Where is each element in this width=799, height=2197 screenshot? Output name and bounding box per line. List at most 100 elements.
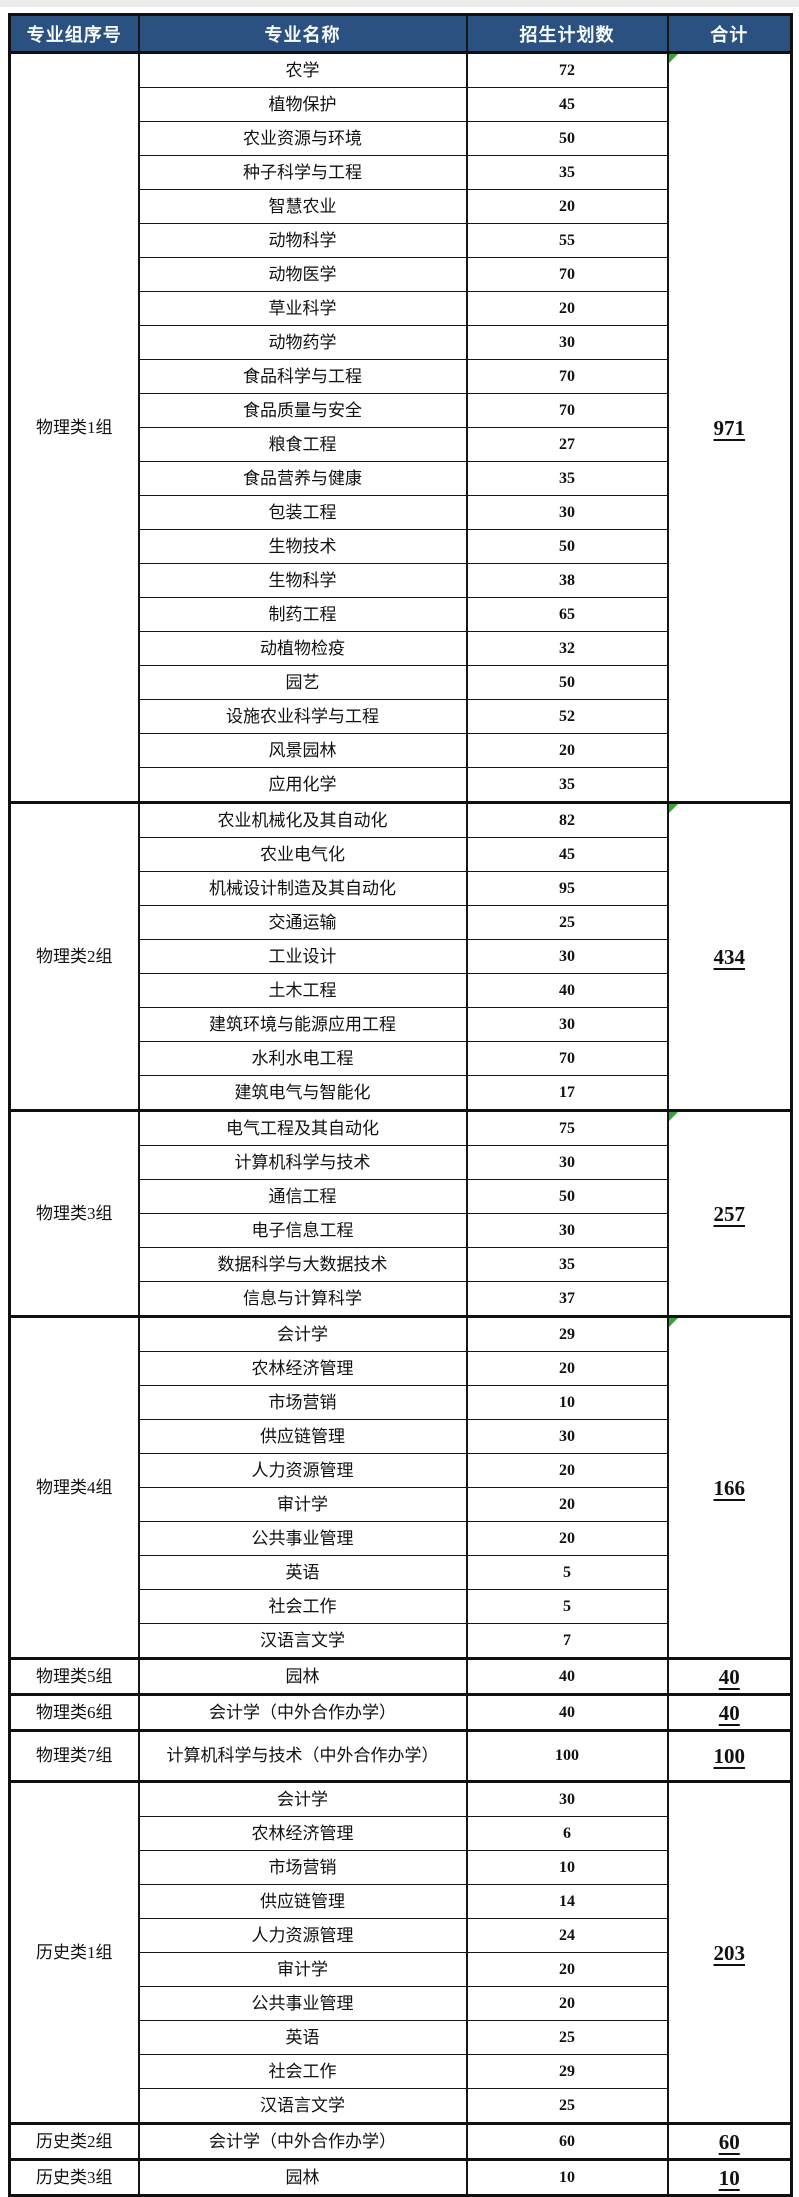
major-name-cell: 动物科学 [137, 223, 468, 258]
major-name-cell: 公共事业管理 [137, 1521, 468, 1556]
table-row: 物理类4组 会计学 29 166 [8, 1315, 793, 1659]
major-name-cell: 数据科学与大数据技术 [137, 1247, 468, 1282]
enrollment-plan-table: 专业组序号 专业名称 招生计划数 合计 物理类1组 农学 72 971 植物保护 45 农业… [8, 13, 793, 2197]
table-row: 公共事业管理 20 [10, 1986, 792, 2021]
total-value: 971 [713, 415, 746, 440]
major-name-cell: 计算机科学与技术 [137, 1145, 468, 1180]
plan-count-cell: 40 [465, 973, 669, 1008]
table-row: 物理类6组 会计学（中外合作办学） 40 40 [8, 1693, 793, 1731]
total-value: 40 [718, 1664, 740, 1689]
group-number-cell: 物理类4组 [8, 1315, 140, 1659]
page-top-edge [0, 0, 799, 7]
plan-count-cell: 32 [465, 631, 669, 666]
major-name-cell: 草业科学 [137, 291, 468, 326]
table-row: 机械设计制造及其自动化 95 [10, 871, 792, 906]
major-name-cell: 土木工程 [137, 973, 468, 1008]
col-header-group-number: 专业组序号 [8, 14, 140, 54]
plan-count-cell: 45 [465, 87, 669, 122]
major-name-cell: 水利水电工程 [137, 1041, 468, 1076]
total-value: 10 [718, 2165, 740, 2190]
total-cell: 10 [666, 2158, 793, 2196]
table-row: 供应链管理 30 [10, 1419, 792, 1454]
table-row: 风景园林 20 [10, 733, 792, 768]
plan-count-cell: 10 [465, 2158, 669, 2196]
major-name-cell: 市场营销 [137, 1385, 468, 1420]
plan-count-cell: 30 [465, 1007, 669, 1042]
plan-count-cell: 17 [465, 1075, 669, 1111]
major-name-cell: 风景园林 [137, 733, 468, 768]
major-name-cell: 电子信息工程 [137, 1213, 468, 1248]
plan-count-cell: 60 [465, 2122, 669, 2160]
major-name-cell: 设施农业科学与工程 [137, 699, 468, 734]
total-value: 100 [713, 1744, 746, 1768]
plan-count-cell: 24 [465, 1918, 669, 1953]
plan-count-cell: 20 [465, 1453, 669, 1488]
plan-count-cell: 35 [465, 767, 669, 803]
plan-count-cell: 25 [465, 2088, 669, 2124]
table-row: 农业电气化 45 [10, 837, 792, 872]
table-row: 汉语言文学 7 [10, 1623, 792, 1659]
major-name-cell: 生物技术 [137, 529, 468, 564]
table-row: 生物技术 50 [10, 529, 792, 564]
group-number-cell: 历史类3组 [8, 2158, 140, 2196]
plan-count-cell: 55 [465, 223, 669, 258]
plan-count-cell: 30 [465, 495, 669, 530]
plan-count-cell: 52 [465, 699, 669, 734]
total-cell: 60 [666, 2122, 793, 2160]
plan-count-cell: 5 [465, 1555, 669, 1590]
plan-count-cell: 30 [465, 1213, 669, 1248]
table-row: 草业科学 20 [10, 291, 792, 326]
table-row: 包装工程 30 [10, 495, 792, 530]
plan-count-cell: 27 [465, 427, 669, 462]
col-header-total: 合计 [666, 14, 793, 54]
table-row: 历史类1组 会计学 30 203 [8, 1780, 793, 2124]
plan-count-cell: 7 [465, 1623, 669, 1659]
table-row: 食品科学与工程 70 [10, 359, 792, 394]
major-name-cell: 农业机械化及其自动化 [137, 801, 468, 838]
table-row: 物理类3组 电气工程及其自动化 75 257 [8, 1109, 793, 1317]
plan-count-cell: 40 [465, 1693, 669, 1731]
plan-count-cell: 14 [465, 1884, 669, 1919]
table-row: 农林经济管理 6 [10, 1816, 792, 1851]
group-number-cell: 物理类6组 [8, 1693, 140, 1731]
table-row: 物理类2组 农业机械化及其自动化 82 434 [8, 801, 793, 1111]
table-row: 数据科学与大数据技术 35 [10, 1247, 792, 1282]
major-name-cell: 食品质量与安全 [137, 393, 468, 428]
plan-count-cell: 50 [465, 121, 669, 156]
major-name-cell: 园林 [137, 2158, 468, 2196]
major-name-cell: 供应链管理 [137, 1419, 468, 1454]
major-name-cell: 审计学 [137, 1952, 468, 1987]
plan-count-cell: 10 [465, 1385, 669, 1420]
plan-count-cell: 50 [465, 529, 669, 564]
table-row: 市场营销 10 [10, 1850, 792, 1885]
table-row: 农业资源与环境 50 [10, 121, 792, 156]
major-name-cell: 食品营养与健康 [137, 461, 468, 496]
major-name-cell: 交通运输 [137, 905, 468, 940]
plan-count-cell: 35 [465, 1247, 669, 1282]
major-name-cell: 应用化学 [137, 767, 468, 803]
major-name-cell: 建筑电气与智能化 [137, 1075, 468, 1111]
total-cell: 166 [666, 1315, 793, 1659]
plan-count-cell: 20 [465, 733, 669, 768]
major-name-cell: 植物保护 [137, 87, 468, 122]
plan-count-cell: 50 [465, 665, 669, 700]
major-name-cell: 公共事业管理 [137, 1986, 468, 2021]
table-row: 动物科学 55 [10, 223, 792, 258]
group-number-cell: 物理类7组 [8, 1729, 140, 1782]
group-number-cell: 物理类5组 [8, 1657, 140, 1695]
total-cell: 971 [666, 51, 793, 803]
major-name-cell: 信息与计算科学 [137, 1281, 468, 1317]
major-name-cell: 汉语言文学 [137, 1623, 468, 1659]
major-name-cell: 会计学（中外合作办学） [137, 2122, 468, 2160]
total-value: 40 [718, 1700, 740, 1725]
major-name-cell: 生物科学 [137, 563, 468, 598]
major-name-cell: 工业设计 [137, 939, 468, 974]
plan-count-cell: 30 [465, 1780, 669, 1817]
major-name-cell: 食品科学与工程 [137, 359, 468, 394]
plan-count-cell: 30 [465, 939, 669, 974]
plan-count-cell: 5 [465, 1589, 669, 1624]
group-number-cell: 历史类1组 [8, 1780, 140, 2124]
plan-count-cell: 100 [465, 1729, 669, 1782]
group-number-cell: 历史类2组 [8, 2122, 140, 2160]
major-name-cell: 社会工作 [137, 2054, 468, 2089]
